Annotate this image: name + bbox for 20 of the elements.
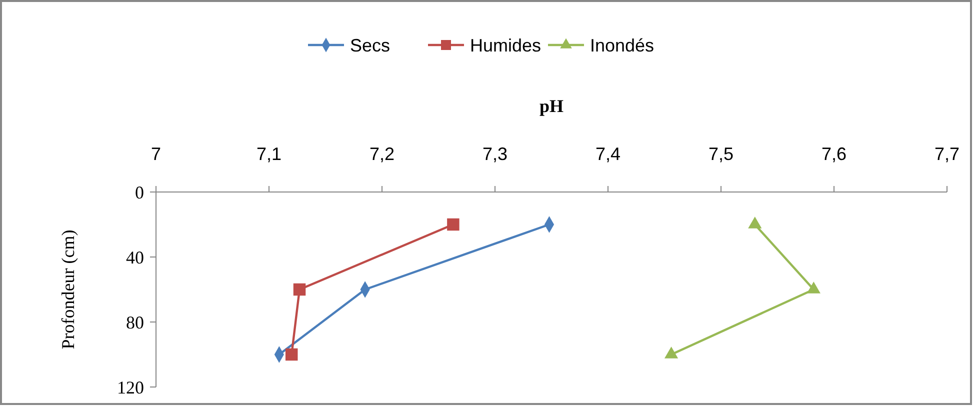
x-axis-title: pH (539, 96, 564, 116)
y-tick-label: 120 (117, 377, 144, 398)
x-tick-label: 7 (150, 144, 162, 164)
legend-label: Inondés (590, 35, 654, 56)
y-tick-label: 0 (135, 182, 144, 202)
x-tick-label: 7,5 (708, 144, 734, 164)
y-tick-label: 80 (126, 312, 144, 332)
x-tick-label: 7,6 (821, 144, 847, 164)
legend-label: Humides (470, 35, 542, 56)
point (285, 348, 298, 361)
x-tick-label: 7,4 (595, 144, 621, 164)
point (293, 283, 306, 296)
x-tick-label: 7,7 (934, 144, 960, 164)
y-axis-title: Profondeur (cm) (58, 230, 78, 350)
point (447, 218, 460, 231)
legend-label: Secs (350, 35, 390, 56)
x-tick-label: 7,1 (256, 144, 282, 164)
x-tick-label: 7,3 (482, 144, 508, 164)
y-tick-label: 40 (126, 247, 144, 268)
x-tick-label: 7,2 (369, 144, 395, 164)
